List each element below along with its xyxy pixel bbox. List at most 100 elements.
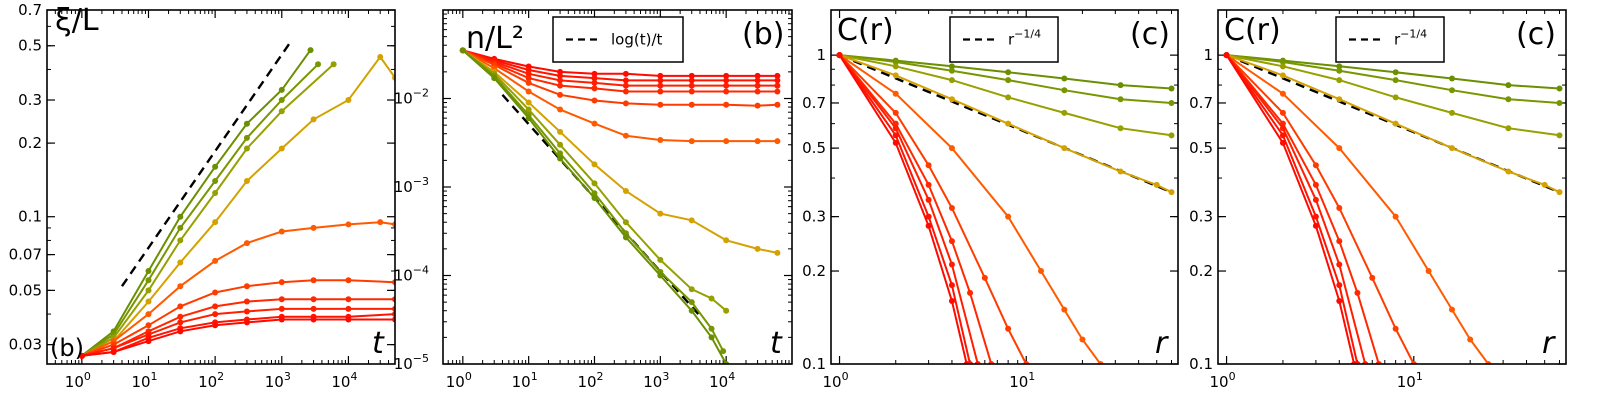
data-point xyxy=(1392,77,1399,84)
data-point xyxy=(657,77,664,84)
data-point xyxy=(1312,181,1319,188)
data-point xyxy=(723,77,730,84)
data-point xyxy=(1312,162,1319,169)
data-point xyxy=(243,120,250,127)
data-point xyxy=(948,67,955,74)
data-point xyxy=(1449,145,1456,152)
data-point xyxy=(1336,63,1343,70)
data-point xyxy=(110,348,117,355)
series-7 xyxy=(836,52,995,364)
data-point xyxy=(591,120,598,127)
data-point xyxy=(177,259,184,266)
data-point xyxy=(278,145,285,152)
data-point xyxy=(688,101,695,108)
series-9 xyxy=(459,47,727,355)
data-point xyxy=(720,348,727,355)
y-axis-title: C(r) xyxy=(837,13,894,48)
panel-label: (b) xyxy=(50,334,84,362)
series-line xyxy=(839,54,1172,194)
legend: r−1/4 xyxy=(1335,16,1445,63)
data-point xyxy=(925,196,932,203)
data-point xyxy=(774,138,781,145)
panel-1: 100 101 102 103 104 0.03 0.05 0.07 0.1 0.2 0.3 0.5 0… xyxy=(9,1,396,391)
data-point xyxy=(688,88,695,95)
data-point xyxy=(525,115,532,122)
data-point xyxy=(723,237,730,244)
y-tick-label: 10−3 xyxy=(394,175,429,196)
data-point xyxy=(1279,90,1286,97)
x-tick-label: 104 xyxy=(331,370,357,391)
data-point xyxy=(212,303,219,310)
series-3 xyxy=(1223,52,1563,139)
series-line xyxy=(462,49,727,312)
data-point xyxy=(1117,125,1124,132)
data-point xyxy=(948,63,955,70)
data-point xyxy=(557,72,564,79)
y-tick-label: 0.1 xyxy=(802,355,826,373)
y-tick-label: 0.7 xyxy=(18,1,42,19)
series-line xyxy=(462,49,728,364)
y-tick-label: 0.3 xyxy=(1189,208,1213,226)
x-tick-label: 102 xyxy=(577,370,603,391)
data-point xyxy=(177,224,184,231)
x-tick-label: 101 xyxy=(512,370,538,391)
data-point xyxy=(1168,99,1175,106)
plot-frame xyxy=(1217,9,1567,365)
data-point xyxy=(657,272,664,279)
series-7 xyxy=(1223,52,1382,364)
data-point xyxy=(243,283,250,290)
data-point xyxy=(212,219,219,226)
series-line xyxy=(1225,54,1380,364)
data-point xyxy=(1336,145,1343,152)
x-tick-label: 101 xyxy=(1397,370,1423,391)
y-tick-label: 0.2 xyxy=(18,134,42,152)
data-point xyxy=(145,338,152,345)
y-tick-label: 0.3 xyxy=(18,91,42,109)
data-point xyxy=(1449,306,1456,313)
data-point xyxy=(278,108,285,115)
data-point xyxy=(1541,181,1548,188)
data-point xyxy=(1336,261,1343,268)
data-point xyxy=(212,177,219,184)
panel-label: (c) xyxy=(1130,17,1170,52)
y-tick-label: 0.05 xyxy=(9,281,42,299)
data-point xyxy=(1505,96,1512,103)
data-point xyxy=(1005,325,1012,332)
data-point xyxy=(525,75,532,82)
data-point xyxy=(948,145,955,152)
data-point xyxy=(330,61,337,68)
data-point xyxy=(525,70,532,77)
data-point xyxy=(754,138,761,145)
data-point xyxy=(892,139,899,146)
data-point xyxy=(1005,213,1012,220)
data-point xyxy=(622,77,629,84)
data-point xyxy=(278,316,285,323)
data-point xyxy=(1467,336,1474,343)
series-line xyxy=(81,298,395,357)
data-point xyxy=(892,132,899,139)
data-point xyxy=(774,101,781,108)
x-tick-label: 100 xyxy=(822,370,848,391)
data-point xyxy=(925,222,932,229)
data-point xyxy=(145,322,152,329)
data-point xyxy=(557,150,564,157)
data-point xyxy=(622,188,629,195)
data-point xyxy=(1392,69,1399,76)
y-tick-label: 0.1 xyxy=(1189,355,1213,373)
series-8 xyxy=(78,305,395,359)
data-point xyxy=(925,213,932,220)
data-point xyxy=(145,311,152,318)
data-point xyxy=(278,305,285,312)
series-10 xyxy=(836,52,970,364)
series-line xyxy=(81,63,319,357)
panel-3: 100 101 0.1 0.2 0.3 0.5 0.7 1 r−1/4 C(r) (c) r xyxy=(802,9,1179,391)
data-point xyxy=(177,237,184,244)
data-point xyxy=(243,145,250,152)
data-point xyxy=(688,299,695,306)
data-point xyxy=(892,125,899,132)
data-point xyxy=(1312,222,1319,229)
x-axis-title: t xyxy=(770,326,783,361)
data-point xyxy=(622,82,629,89)
y-tick-label: 10−5 xyxy=(394,352,429,373)
data-point xyxy=(657,72,664,79)
